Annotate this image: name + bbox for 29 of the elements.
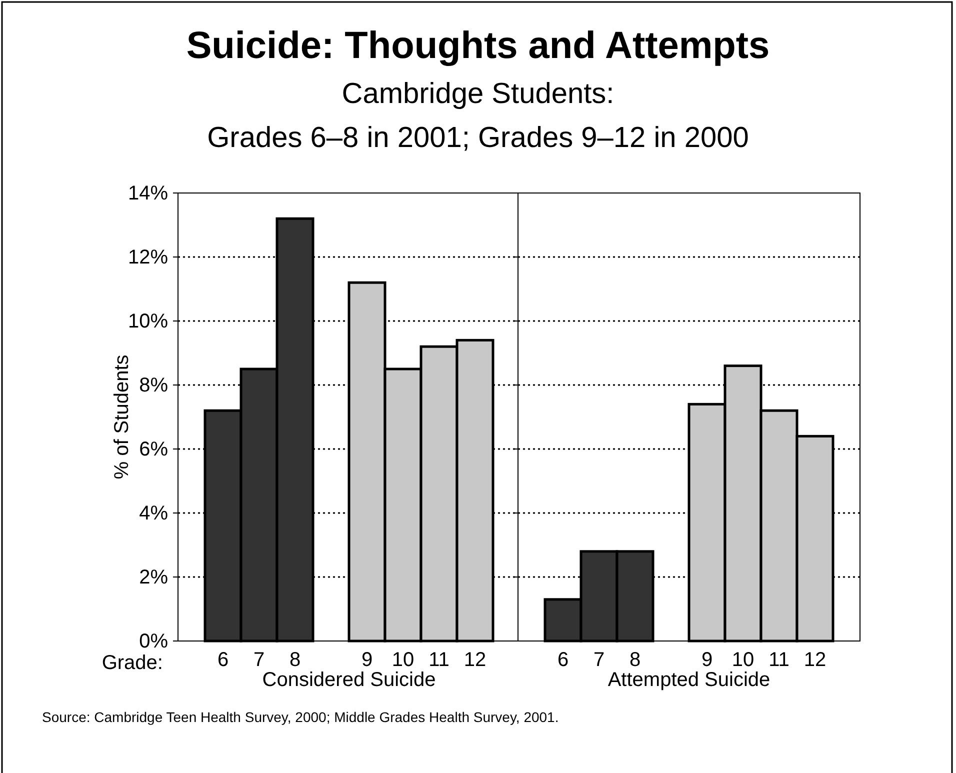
x-tick-label: 9 bbox=[701, 649, 713, 671]
x-tick-label: 6 bbox=[217, 649, 229, 671]
x-axis-title: Attempted Suicide bbox=[608, 669, 770, 691]
x-tick-label: 8 bbox=[289, 649, 301, 671]
y-tick-label: 2% bbox=[139, 566, 168, 588]
chart-subtitle: Cambridge Students: Grades 6–8 in 2001; Grades 9–12 in 2000 bbox=[207, 78, 749, 154]
x-axis-title: Considered Suicide bbox=[262, 669, 436, 691]
chart-title: Suicide: Thoughts and Attempts bbox=[186, 25, 770, 67]
text: Grade: bbox=[102, 652, 163, 674]
x-tick-label: 9 bbox=[361, 649, 373, 671]
source-note: Source: Cambridge Teen Health Survey, 2000; Middle Grades Health Survey, 2001. bbox=[42, 709, 559, 725]
x-tick-label: 12 bbox=[464, 649, 486, 671]
x-tick-label: 7 bbox=[253, 649, 265, 671]
y-axis-title: % of Students bbox=[111, 354, 133, 480]
x-tick-label: 11 bbox=[428, 649, 450, 671]
x-tick-label: 6 bbox=[557, 649, 569, 671]
y-tick-label: 14% bbox=[128, 182, 168, 204]
y-tick-label: 6% bbox=[139, 438, 168, 460]
y-tick-label: 8% bbox=[139, 374, 168, 396]
x-tick-label: 7 bbox=[593, 649, 605, 671]
y-tick-label: 12% bbox=[128, 246, 168, 268]
x-tick-label: 10 bbox=[732, 649, 754, 671]
x-tick-label: 12 bbox=[804, 649, 826, 671]
y-tick-label: 10% bbox=[128, 310, 168, 332]
x-tick-label: 11 bbox=[768, 649, 790, 671]
x-tick-label: 8 bbox=[629, 649, 641, 671]
x-tick-label: 10 bbox=[392, 649, 414, 671]
y-tick-label: 4% bbox=[139, 502, 168, 524]
y-tick-label: 0% bbox=[139, 630, 168, 652]
